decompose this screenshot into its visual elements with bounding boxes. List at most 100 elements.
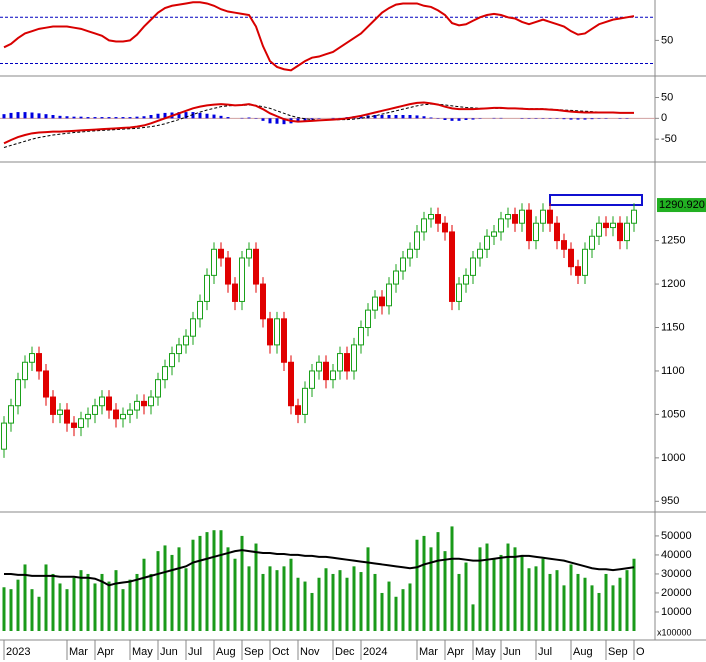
candle-body: [127, 409, 133, 415]
candle-body: [379, 296, 385, 307]
x-tick-label: Dec: [335, 646, 355, 658]
bar: [114, 570, 118, 631]
candle-body: [407, 248, 413, 259]
bar: [541, 558, 545, 631]
candle-body: [1, 422, 7, 450]
bar: [58, 583, 62, 631]
bar: [198, 535, 202, 631]
x-tick-label: Aug: [216, 646, 236, 658]
candle-body: [106, 396, 112, 411]
bar: [562, 118, 566, 120]
bar: [170, 554, 174, 631]
y-tick-label: 1250: [661, 235, 685, 247]
candle-body: [533, 222, 539, 242]
bar: [296, 577, 300, 631]
bar: [275, 118, 279, 124]
bar: [86, 117, 90, 119]
bar: [107, 581, 111, 631]
bar: [380, 592, 384, 631]
bar: [37, 113, 41, 119]
bar: [247, 117, 251, 119]
bar: [562, 585, 566, 631]
x-tick-label: Sep: [608, 646, 628, 658]
x-tick-label: Jun: [503, 646, 521, 658]
candle-body: [92, 405, 98, 415]
bar: [464, 118, 468, 120]
candle-body: [414, 231, 420, 250]
bar: [436, 532, 440, 631]
candle-body: [155, 379, 161, 398]
bar: [366, 547, 370, 631]
line-series: [3, 1, 635, 72]
candle-body: [176, 344, 182, 355]
x-tick-label: Jul: [538, 646, 552, 658]
bar: [79, 116, 83, 119]
x-tick-label: Oct: [272, 646, 289, 658]
y-tick-label: 0: [661, 112, 667, 124]
bar: [9, 589, 13, 631]
highlight-zone: [549, 194, 643, 206]
bar: [205, 113, 209, 119]
bar: [16, 112, 20, 119]
bar: [394, 115, 398, 119]
candle-body: [435, 214, 441, 224]
bar: [247, 566, 251, 631]
candle-body: [141, 400, 147, 407]
bar: [184, 568, 188, 631]
bar: [65, 589, 69, 631]
candle-body: [316, 361, 322, 372]
candle-body: [22, 361, 28, 381]
y-tick-label: 50: [661, 34, 673, 46]
candle-body: [526, 209, 532, 242]
candle-body: [274, 318, 280, 346]
x-tick-label: Jul: [188, 646, 202, 658]
x-tick-label: May: [132, 646, 153, 658]
candle-body: [477, 248, 483, 259]
bar: [429, 117, 433, 119]
bar: [268, 566, 272, 631]
bar: [23, 564, 27, 631]
candle-body: [302, 387, 308, 415]
last-price-label: 1290.920: [659, 199, 705, 211]
candle-body: [29, 353, 35, 363]
candle-body: [505, 214, 511, 220]
bar: [415, 115, 419, 119]
y-tick-label: 10000: [661, 606, 692, 618]
bar: [590, 118, 594, 120]
candle-body: [484, 235, 490, 250]
y-tick-label: 40000: [661, 549, 692, 561]
y-tick-label: 50000: [661, 530, 692, 542]
bar: [72, 116, 76, 119]
y-tick-label: 1150: [661, 321, 685, 333]
bar: [499, 554, 503, 631]
candle-body: [232, 283, 238, 302]
y-tick-label: 950: [661, 495, 679, 507]
bar: [464, 562, 468, 631]
bar: [338, 570, 342, 631]
x-tick-label: O: [636, 646, 645, 658]
candle-body: [225, 257, 231, 285]
candle-body: [71, 422, 77, 428]
x-tick-label: Jun: [160, 646, 178, 658]
bar: [58, 115, 62, 119]
bar: [198, 112, 202, 119]
bar: [618, 577, 622, 631]
bar: [9, 112, 13, 119]
bar: [135, 573, 139, 631]
x-tick-label: Apr: [447, 646, 464, 658]
bar: [345, 577, 349, 631]
candle-body: [323, 361, 329, 381]
candle-body: [393, 270, 399, 285]
candle-body: [120, 413, 126, 420]
bar: [121, 589, 125, 631]
candle-body: [162, 366, 168, 381]
candle-body: [337, 353, 343, 372]
bar: [401, 589, 405, 631]
bar: [135, 116, 139, 119]
bar: [156, 113, 160, 119]
bar: [569, 564, 573, 631]
bar: [422, 535, 426, 631]
bar: [268, 118, 272, 124]
bar: [212, 530, 216, 631]
bar: [149, 115, 153, 119]
